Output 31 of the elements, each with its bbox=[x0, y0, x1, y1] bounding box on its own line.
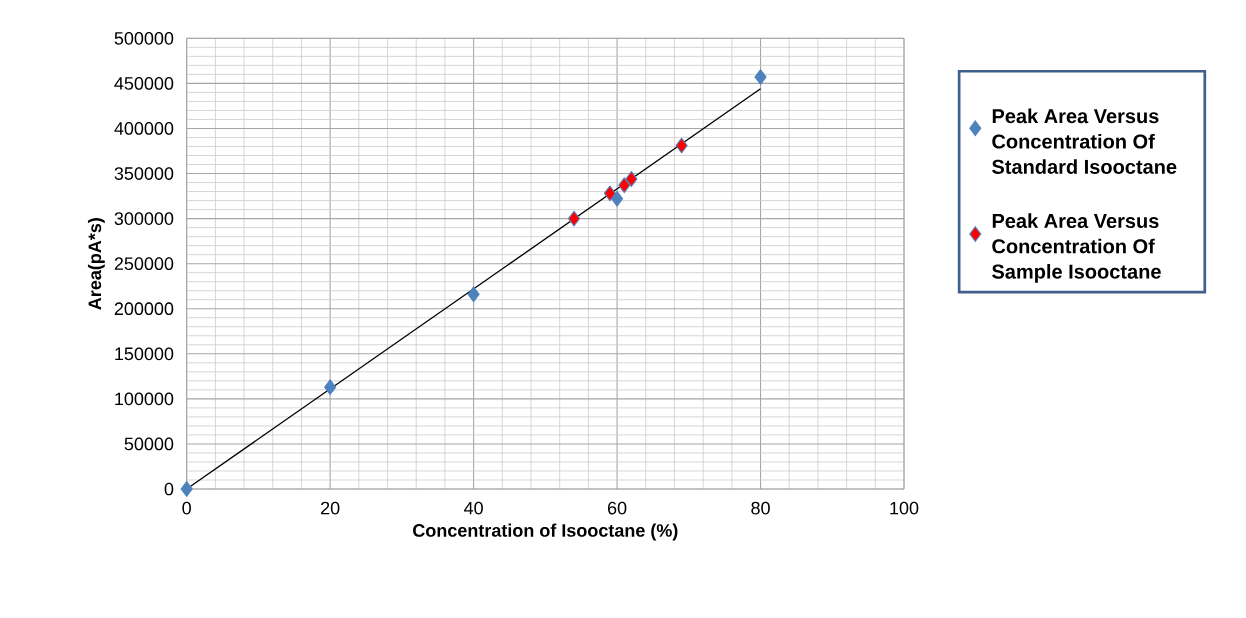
y-tick-label: 250000 bbox=[114, 257, 174, 271]
x-tick-label: 20 bbox=[321, 501, 340, 515]
y-tick-label: 500000 bbox=[114, 31, 174, 45]
x-tick-label: 80 bbox=[751, 501, 770, 515]
point bbox=[618, 177, 631, 194]
y-tick-label: 0 bbox=[164, 482, 174, 496]
point bbox=[567, 210, 581, 227]
point bbox=[324, 379, 337, 396]
x-tick-label: 0 bbox=[182, 501, 191, 515]
y-tick-label: 200000 bbox=[114, 302, 174, 316]
x-tick-label: 60 bbox=[607, 501, 627, 515]
point bbox=[603, 185, 616, 202]
y-tick-label: 350000 bbox=[114, 167, 174, 180]
point bbox=[625, 171, 638, 187]
y-tick-label: 50000 bbox=[124, 437, 174, 451]
y-axis-title: Area(pA*s) bbox=[87, 218, 105, 310]
y-tick-label: 150000 bbox=[115, 347, 174, 361]
point bbox=[675, 137, 688, 154]
x-axis-title: Concentration of Isooctane (%) bbox=[413, 523, 678, 541]
point bbox=[467, 286, 480, 303]
point bbox=[180, 481, 193, 497]
y-tick-label: 400000 bbox=[114, 122, 174, 135]
y-tick-label: 450000 bbox=[114, 77, 174, 90]
y-tick-label: 300000 bbox=[114, 212, 174, 225]
legend-label: Peak Area Versus Concentration Of Sample Isooctane bbox=[992, 213, 1161, 283]
point bbox=[754, 69, 767, 85]
x-tick-label: 40 bbox=[464, 501, 483, 515]
y-tick-label: 100000 bbox=[115, 392, 174, 406]
x-tick-label: 100 bbox=[890, 501, 919, 515]
legend-label: Peak Area Versus Concentration Of Standard Isooctane bbox=[992, 108, 1177, 174]
point bbox=[611, 190, 624, 207]
